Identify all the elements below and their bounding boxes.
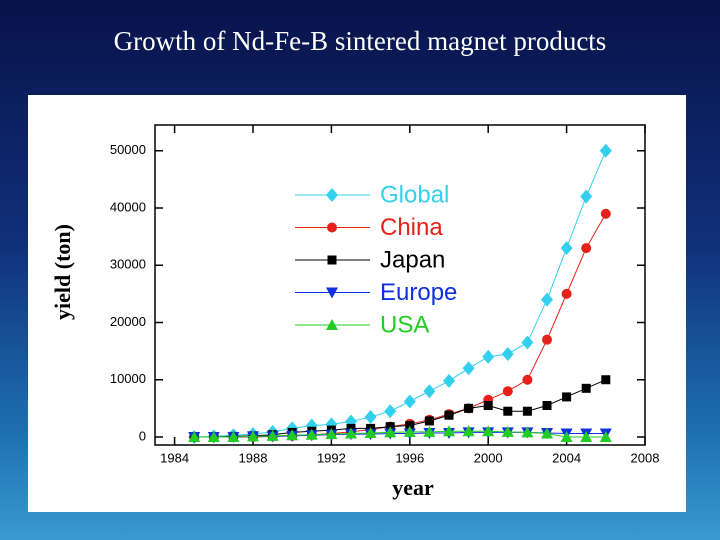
data-point	[560, 241, 573, 256]
data-point	[561, 288, 572, 299]
x-tick-label: 1984	[160, 450, 189, 465]
x-tick-label: 1992	[317, 450, 346, 465]
legend-label: Japan	[380, 246, 445, 273]
data-point	[305, 428, 318, 440]
data-point	[384, 426, 397, 438]
legend-marker	[326, 188, 338, 202]
data-point	[443, 425, 455, 437]
data-point	[581, 243, 592, 254]
plot-frame	[154, 124, 646, 446]
data-point	[483, 401, 493, 411]
legend-label: USA	[380, 311, 429, 338]
data-point	[384, 404, 397, 419]
data-point	[364, 409, 377, 424]
data-point	[403, 425, 416, 437]
data-point	[599, 143, 612, 158]
data-point	[462, 425, 475, 437]
legend-marker	[326, 319, 338, 330]
series-line	[194, 379, 607, 438]
data-point	[364, 426, 377, 438]
x-tick-label: 1996	[395, 450, 424, 465]
chart-panel	[28, 95, 686, 512]
data-point	[522, 374, 533, 385]
y-tick-label: 0	[139, 428, 146, 443]
x-tick-label: 1988	[239, 450, 268, 465]
data-point	[542, 401, 552, 411]
data-point	[207, 430, 220, 442]
x-tick-label: 2000	[474, 450, 503, 465]
slide-title: Growth of Nd-Fe-B sintered magnet produc…	[113, 26, 607, 56]
data-point	[502, 386, 513, 397]
data-point	[600, 208, 611, 219]
data-point	[247, 430, 259, 442]
data-point	[542, 334, 552, 345]
data-point	[501, 346, 514, 361]
y-tick-label: 40000	[110, 199, 146, 214]
data-point	[423, 425, 436, 437]
data-point	[405, 421, 415, 431]
data-point	[501, 425, 514, 437]
data-point	[443, 373, 455, 388]
series-line	[194, 150, 607, 438]
data-point	[424, 416, 434, 426]
y-tick-label: 50000	[110, 142, 146, 157]
data-point	[562, 392, 572, 402]
x-axis-label: year	[392, 475, 434, 500]
data-point	[581, 383, 591, 393]
data-point	[266, 429, 279, 441]
legend-marker	[327, 255, 337, 265]
data-point	[503, 406, 513, 416]
data-point	[345, 427, 357, 439]
data-point	[580, 189, 593, 204]
data-point	[188, 430, 201, 442]
legend-label: China	[380, 214, 443, 241]
data-point	[444, 410, 454, 420]
data-point	[541, 427, 553, 439]
data-point	[522, 406, 532, 416]
legend-marker	[327, 222, 337, 233]
x-tick-label: 2008	[631, 450, 660, 465]
data-point	[601, 375, 611, 385]
data-point	[482, 349, 495, 364]
y-axis-label: yield (ton)	[50, 224, 75, 320]
legend-label: Global	[380, 181, 449, 208]
data-point	[286, 429, 299, 441]
data-point	[521, 426, 534, 438]
data-point	[580, 430, 593, 442]
legend-marker	[326, 287, 338, 299]
data-point	[560, 430, 573, 442]
y-tick-label: 20000	[110, 314, 146, 329]
data-point	[599, 430, 612, 442]
data-point	[423, 384, 436, 399]
data-point	[464, 403, 474, 413]
data-point	[403, 394, 416, 409]
data-point	[462, 361, 475, 376]
data-point	[521, 335, 534, 350]
data-point	[227, 430, 240, 442]
data-point	[325, 428, 338, 440]
data-point	[482, 425, 495, 437]
legend-label: Europe	[380, 279, 457, 306]
y-tick-label: 30000	[110, 257, 146, 272]
series-line	[194, 430, 606, 438]
y-tick-label: 10000	[110, 371, 146, 386]
x-tick-label: 2004	[552, 450, 581, 465]
data-point	[541, 292, 553, 307]
